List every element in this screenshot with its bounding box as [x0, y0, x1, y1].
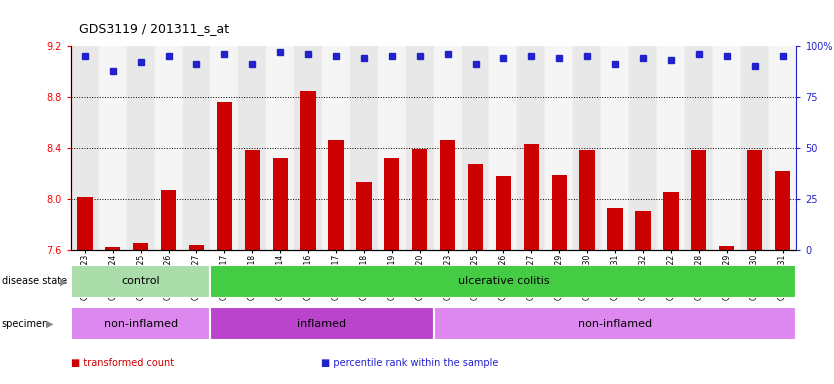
- Text: non-inflamed: non-inflamed: [578, 318, 652, 329]
- Text: ■ percentile rank within the sample: ■ percentile rank within the sample: [321, 358, 499, 368]
- Bar: [98, 46, 127, 250]
- Text: specimen: specimen: [2, 318, 49, 329]
- Bar: [266, 46, 294, 250]
- Bar: [495, 176, 511, 250]
- Bar: [747, 151, 762, 250]
- Bar: [607, 208, 623, 250]
- Bar: [329, 140, 344, 250]
- Text: ■ transformed count: ■ transformed count: [71, 358, 174, 368]
- Text: non-inflamed: non-inflamed: [103, 318, 178, 329]
- Text: ▶: ▶: [60, 276, 68, 286]
- Bar: [188, 245, 204, 250]
- Bar: [350, 46, 378, 250]
- Bar: [685, 46, 713, 250]
- Bar: [322, 46, 350, 250]
- Bar: [434, 46, 461, 250]
- Bar: [713, 46, 741, 250]
- Bar: [244, 151, 260, 250]
- Bar: [490, 46, 517, 250]
- Text: ulcerative colitis: ulcerative colitis: [458, 276, 550, 286]
- Bar: [300, 91, 316, 250]
- Text: control: control: [121, 276, 160, 286]
- Bar: [105, 247, 120, 250]
- Bar: [71, 307, 210, 340]
- Text: GDS3119 / 201311_s_at: GDS3119 / 201311_s_at: [79, 22, 229, 35]
- Bar: [517, 46, 545, 250]
- Bar: [434, 307, 796, 340]
- Bar: [239, 46, 266, 250]
- Bar: [580, 151, 595, 250]
- Bar: [524, 144, 539, 250]
- Text: inflamed: inflamed: [298, 318, 347, 329]
- Bar: [461, 46, 490, 250]
- Bar: [406, 46, 434, 250]
- Bar: [412, 149, 427, 250]
- Bar: [601, 46, 629, 250]
- Bar: [294, 46, 322, 250]
- Bar: [468, 164, 483, 250]
- Bar: [719, 246, 735, 250]
- Text: disease state: disease state: [2, 276, 67, 286]
- Bar: [573, 46, 601, 250]
- Bar: [183, 46, 210, 250]
- Bar: [127, 46, 154, 250]
- Bar: [217, 102, 232, 250]
- Bar: [273, 158, 288, 250]
- Bar: [78, 197, 93, 250]
- Text: ▶: ▶: [46, 318, 53, 329]
- Bar: [657, 46, 685, 250]
- Bar: [71, 46, 98, 250]
- Bar: [210, 265, 796, 298]
- Bar: [775, 171, 790, 250]
- Bar: [629, 46, 657, 250]
- Bar: [741, 46, 769, 250]
- Bar: [378, 46, 406, 250]
- Bar: [154, 46, 183, 250]
- Bar: [551, 175, 567, 250]
- Bar: [663, 192, 679, 250]
- Bar: [636, 212, 651, 250]
- Bar: [210, 307, 434, 340]
- Bar: [440, 140, 455, 250]
- Bar: [356, 182, 372, 250]
- Bar: [384, 158, 399, 250]
- Bar: [769, 46, 796, 250]
- Bar: [545, 46, 573, 250]
- Bar: [210, 46, 239, 250]
- Bar: [161, 190, 176, 250]
- Bar: [691, 151, 706, 250]
- Bar: [133, 243, 148, 250]
- Bar: [71, 265, 210, 298]
